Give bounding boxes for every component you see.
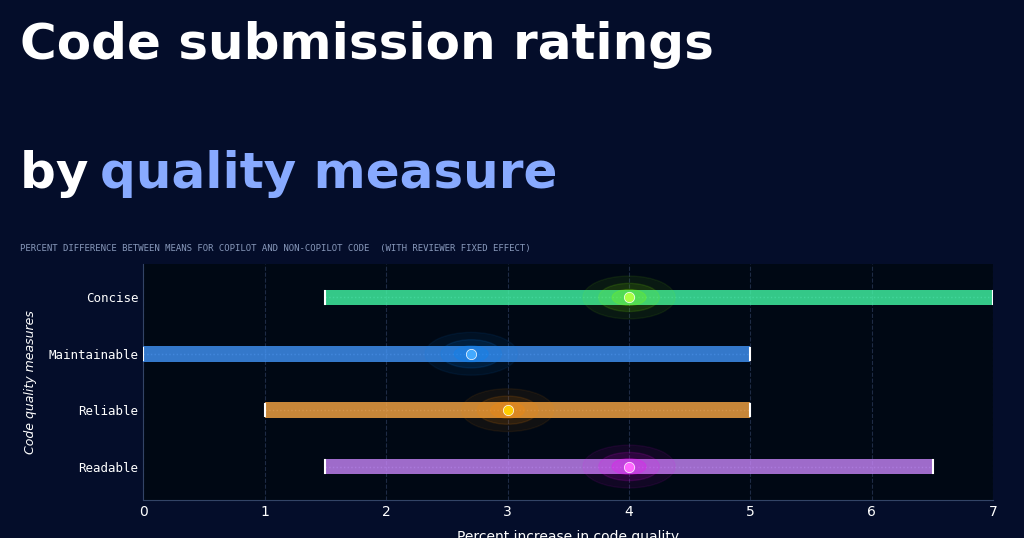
Circle shape	[490, 402, 524, 418]
Text: PERCENT DIFFERENCE BETWEEN MEANS FOR COPILOT AND NON-COPILOT CODE  (WITH REVIEWE: PERCENT DIFFERENCE BETWEEN MEANS FOR COP…	[20, 244, 531, 253]
Circle shape	[462, 389, 554, 431]
Circle shape	[612, 289, 646, 306]
Circle shape	[599, 452, 659, 480]
Bar	[143, 346, 751, 362]
Circle shape	[583, 276, 675, 319]
Text: quality measure: quality measure	[100, 150, 558, 198]
Circle shape	[583, 445, 675, 488]
Bar	[326, 289, 993, 306]
Circle shape	[612, 458, 646, 475]
Point	[621, 293, 637, 302]
Circle shape	[425, 332, 517, 375]
Circle shape	[440, 339, 502, 368]
Point	[500, 406, 516, 414]
Point	[621, 462, 637, 471]
Point	[463, 350, 479, 358]
Circle shape	[477, 396, 538, 424]
Circle shape	[599, 284, 659, 312]
Circle shape	[455, 346, 488, 362]
Bar	[265, 402, 751, 418]
X-axis label: Percent increase in code quality: Percent increase in code quality	[458, 530, 679, 538]
Bar	[326, 458, 933, 475]
Y-axis label: Code quality measures: Code quality measures	[25, 310, 38, 454]
Text: Code submission ratings: Code submission ratings	[20, 20, 715, 69]
Text: by: by	[20, 150, 106, 198]
